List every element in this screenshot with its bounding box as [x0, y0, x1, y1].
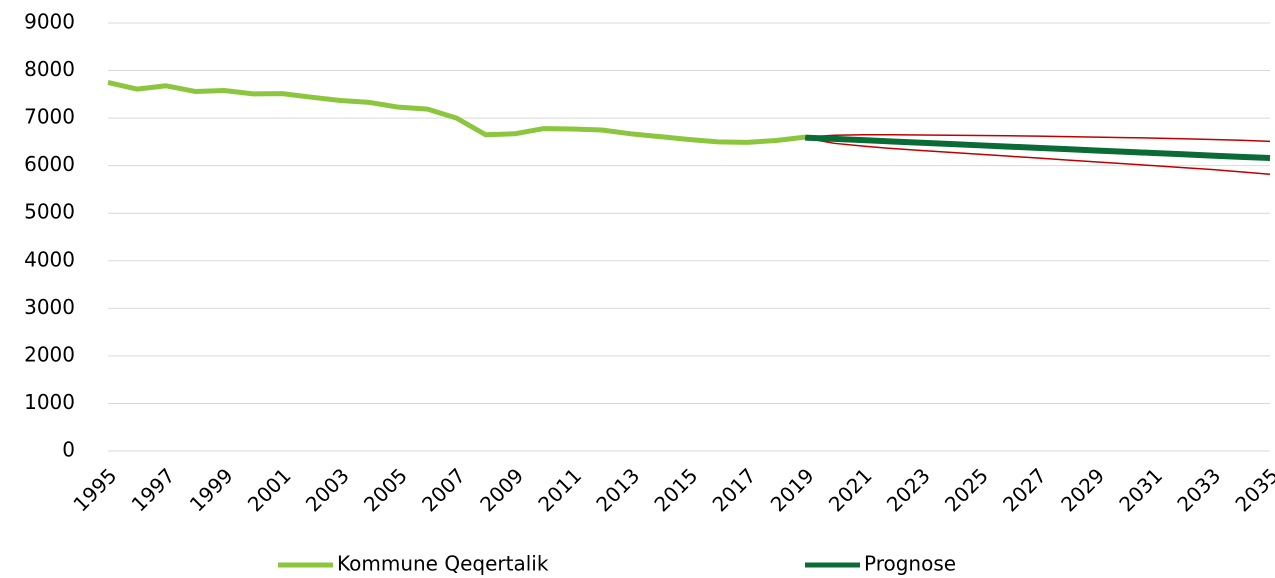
- y-tick-label: 3000: [24, 295, 75, 319]
- y-tick-label: 4000: [24, 247, 75, 271]
- x-tick-label: 1995: [68, 463, 121, 516]
- x-tick-label: 2011: [533, 463, 586, 516]
- x-tick-label: 2003: [301, 463, 354, 516]
- y-tick-label: 0: [62, 438, 75, 462]
- x-tick-label: 2021: [824, 463, 877, 516]
- x-tick-label: 2013: [591, 463, 644, 516]
- x-tick-label: 2031: [1114, 463, 1167, 516]
- data-line: [805, 134, 1271, 162]
- data-line: [805, 137, 1271, 175]
- x-tick-label: 1999: [185, 463, 238, 516]
- x-tick-label: 2033: [1172, 463, 1225, 516]
- y-tick-label: 2000: [24, 342, 75, 366]
- x-tick-label: 2027: [998, 463, 1051, 516]
- y-tick-label: 8000: [24, 57, 75, 81]
- x-tick-label: 1997: [127, 463, 180, 516]
- x-tick-label: 2005: [359, 463, 412, 516]
- x-tick-label: 2025: [940, 463, 993, 516]
- x-tick-label: 2009: [475, 463, 528, 516]
- x-tick-label: 2015: [649, 463, 702, 516]
- y-tick-label: 1000: [24, 390, 75, 414]
- x-tick-label: 2019: [766, 463, 819, 516]
- legend-label: Prognose: [864, 552, 956, 576]
- data-line: [805, 134, 1271, 143]
- x-tick-label: 2023: [882, 463, 935, 516]
- y-tick-label: 9000: [24, 10, 75, 34]
- y-tick-label: 6000: [24, 152, 75, 176]
- y-tick-label: 5000: [24, 200, 75, 224]
- x-tick-label: 2035: [1230, 463, 1275, 516]
- x-tick-label: 2007: [417, 463, 470, 516]
- y-tick-label: 7000: [24, 105, 75, 129]
- x-tick-label: 2001: [243, 463, 296, 516]
- data-line: [107, 80, 806, 145]
- x-tick-label: 2029: [1056, 463, 1109, 516]
- legend-label: Kommune Qeqertalik: [337, 552, 549, 576]
- x-tick-label: 2017: [708, 463, 761, 516]
